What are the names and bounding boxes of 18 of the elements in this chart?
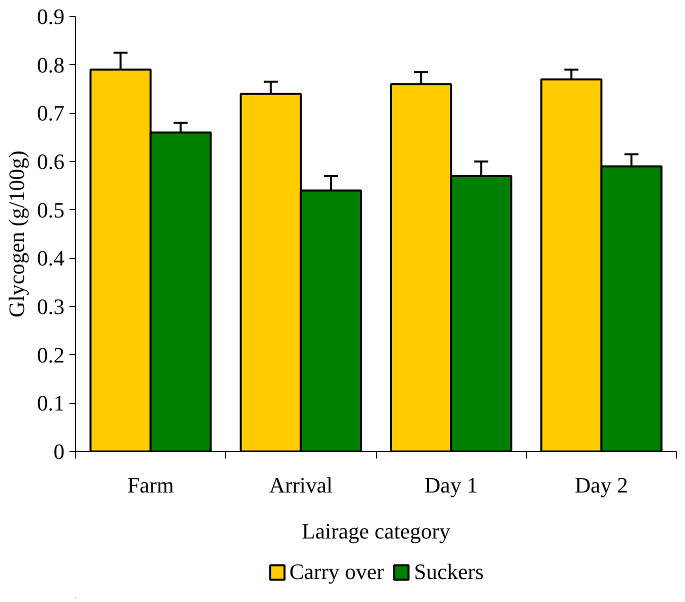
y-tick-label: 0.3 xyxy=(37,294,64,319)
x-tick-label: Day 2 xyxy=(574,472,628,498)
y-tick-label: 0.1 xyxy=(37,390,64,416)
y-tick-label: 0.6 xyxy=(37,149,64,174)
x-axis-title: Lairage category xyxy=(302,518,450,544)
y-tick-label: 0.5 xyxy=(37,197,64,222)
y-tick-label: 0 xyxy=(54,439,64,464)
y-tick-label: 0.4 xyxy=(37,246,64,271)
y-axis-title: Glycogen (g/100g) xyxy=(4,150,29,318)
y-tick-label: 0.2 xyxy=(37,342,64,368)
y-tick-label: 0.8 xyxy=(37,52,64,78)
legend-label: Carry over xyxy=(289,559,384,585)
x-tick-label: Arrival xyxy=(269,472,333,498)
x-tick-label: Farm xyxy=(127,472,174,498)
legend-label: Suckers xyxy=(414,559,484,585)
y-tick-label: 0.9 xyxy=(37,4,64,29)
x-tick-label: Day 1 xyxy=(424,472,478,498)
y-tick-label: 0.7 xyxy=(37,100,64,126)
